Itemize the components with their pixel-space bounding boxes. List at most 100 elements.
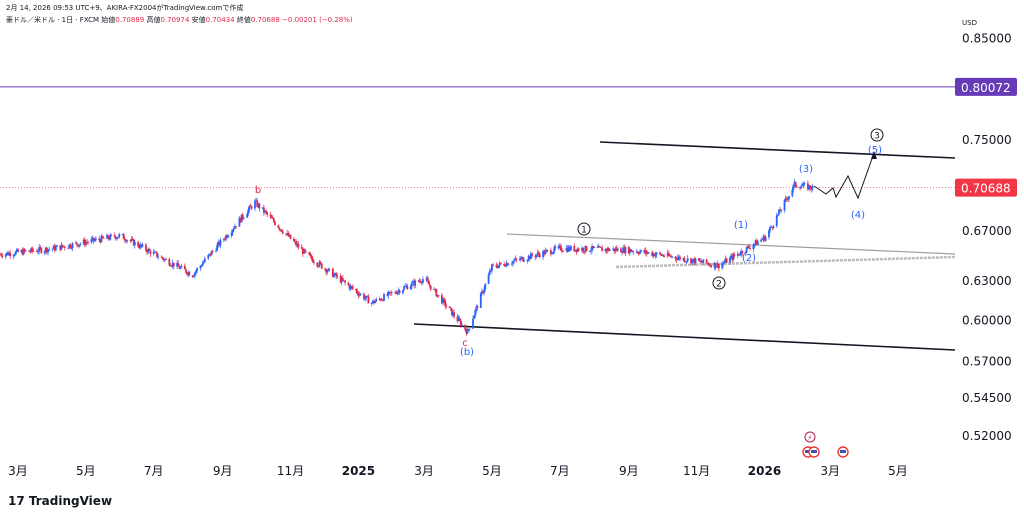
candle-body xyxy=(627,247,630,254)
candle-body xyxy=(266,212,269,215)
candle-body xyxy=(670,255,672,257)
candle-body xyxy=(285,233,288,235)
candle-body xyxy=(542,251,545,258)
candle-body xyxy=(645,250,648,254)
price-axis: USD 0.85000 0.75000 0.67000 0.63000 0.60000 0.… xyxy=(962,19,1012,443)
upper-channel-line xyxy=(599,141,956,159)
wave-c-label: c xyxy=(462,338,468,349)
candle-body xyxy=(14,251,17,255)
candle-body xyxy=(596,247,599,248)
candle-body xyxy=(373,300,375,304)
candle-body xyxy=(250,206,253,209)
candle-body xyxy=(794,181,797,187)
candle-body xyxy=(5,252,8,255)
candle-body xyxy=(592,245,595,248)
candle-body xyxy=(577,248,580,251)
candle-body xyxy=(722,262,725,264)
candle-body xyxy=(554,246,557,249)
candle-body xyxy=(246,213,249,218)
candle-body xyxy=(811,185,814,190)
candle-body xyxy=(31,247,34,251)
symbol-label: 豪ドル／米ドル · 1日 · FXCM xyxy=(6,16,100,24)
last-price-tag xyxy=(955,178,1017,197)
candle-body xyxy=(772,226,775,228)
candle-body xyxy=(456,316,459,322)
candles xyxy=(0,179,814,337)
candle-body xyxy=(347,282,350,286)
candle-body xyxy=(110,234,113,236)
candle-body xyxy=(412,281,414,283)
candle-body xyxy=(300,247,303,249)
candle-body xyxy=(505,262,508,267)
candle-body xyxy=(440,295,443,304)
candle-body xyxy=(62,246,65,248)
candle-body xyxy=(739,254,741,256)
candle-body xyxy=(281,231,284,234)
candle-body xyxy=(394,292,397,294)
candle-body xyxy=(339,275,342,283)
candle-body xyxy=(465,330,468,334)
candle-body xyxy=(631,251,634,253)
candle-body xyxy=(157,256,160,258)
open-label: 始値 xyxy=(101,16,116,24)
candle-body xyxy=(82,239,85,244)
candle-body xyxy=(344,280,346,283)
candle-body xyxy=(597,246,600,248)
wave-5-label: (5) xyxy=(868,145,882,156)
candle-body xyxy=(802,183,805,186)
candle-body xyxy=(606,248,609,251)
candle-body xyxy=(13,254,16,256)
candle-body xyxy=(101,235,104,238)
candle-body xyxy=(295,241,298,246)
candle-body xyxy=(202,261,205,264)
candle-body xyxy=(576,248,579,252)
candle-body xyxy=(30,247,33,252)
candle-body xyxy=(93,240,96,242)
candle-body xyxy=(108,238,111,240)
candle-body xyxy=(585,245,588,252)
candle-body xyxy=(132,239,135,246)
candle-body xyxy=(736,253,739,256)
candle-body xyxy=(308,251,311,256)
candle-body xyxy=(215,250,217,252)
candle-body xyxy=(139,244,142,248)
candle-body xyxy=(785,198,788,200)
candle-body xyxy=(685,261,688,262)
candle-body xyxy=(225,235,227,240)
high-value: 0.70974 xyxy=(160,16,190,24)
candle-body xyxy=(60,244,63,250)
candle-body xyxy=(552,252,555,254)
candle-body xyxy=(732,254,735,260)
candle-body xyxy=(366,295,369,297)
candle-body xyxy=(155,251,157,253)
candle-body xyxy=(614,248,617,252)
candle-body xyxy=(92,237,95,242)
candle-body xyxy=(623,247,626,253)
candle-body xyxy=(566,247,569,252)
tradingview-logo[interactable]: 17 TradingView xyxy=(8,494,112,508)
candle-body xyxy=(652,253,655,256)
candle-body xyxy=(249,205,252,207)
candle-body xyxy=(583,251,586,253)
candle-body xyxy=(256,200,259,207)
candle-body xyxy=(335,273,338,277)
candle-body xyxy=(458,318,461,321)
candle-body xyxy=(22,249,25,255)
candle-body xyxy=(357,293,360,296)
candle-body xyxy=(200,265,203,267)
candle-body xyxy=(593,247,596,248)
candle-body xyxy=(191,275,194,277)
candle-body xyxy=(387,291,390,296)
candle-body xyxy=(491,264,493,271)
x-tick-label: 9月 xyxy=(619,464,639,478)
candle-body xyxy=(562,251,565,252)
candle-body xyxy=(662,255,665,257)
candle-body xyxy=(117,237,120,238)
candle-body xyxy=(195,271,197,273)
candle-body xyxy=(669,255,671,257)
candle-body xyxy=(137,241,140,247)
candle-body xyxy=(309,255,312,256)
candle-body xyxy=(148,248,151,251)
x-tick-label: 7月 xyxy=(144,464,164,478)
